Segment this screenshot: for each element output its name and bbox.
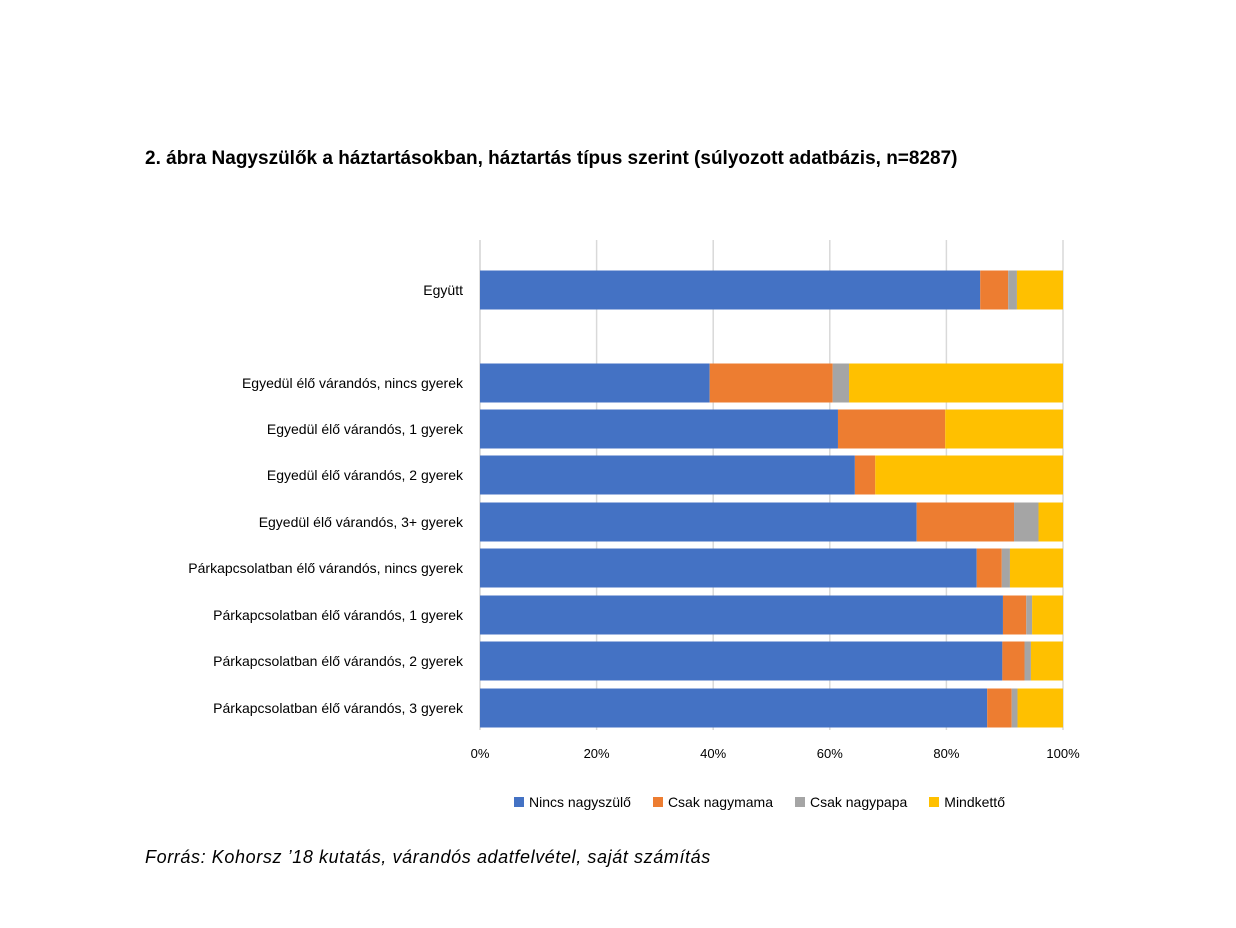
legend-label: Csak nagypapa xyxy=(809,794,908,810)
legend-item: Nincs nagyszülő xyxy=(514,794,631,810)
bar-segment xyxy=(849,363,1063,403)
bar-segment xyxy=(980,270,1009,310)
bar-segment xyxy=(1011,688,1018,728)
x-tick-label: 20% xyxy=(584,746,610,761)
bar-segment xyxy=(1014,502,1039,542)
x-axis-ticks: 0% 20% 40% 60% 80% 100% xyxy=(471,746,1080,761)
bar-segment xyxy=(1008,270,1017,310)
bar-segment xyxy=(480,409,838,449)
bar-segment xyxy=(854,455,876,495)
source-note: Forrás: Kohorsz ’18 kutatás, várandós ad… xyxy=(145,847,711,867)
legend-swatch xyxy=(514,797,524,807)
category-label: Párkapcsolatban élő várandós, 2 gyerek xyxy=(213,653,464,669)
bar-segment xyxy=(1026,595,1033,635)
legend-label: Mindkettő xyxy=(944,794,1005,810)
bar-segment xyxy=(945,409,1063,449)
bar-segment xyxy=(480,548,977,588)
bar-segment xyxy=(480,502,917,542)
legend-item: Csak nagymama xyxy=(652,794,773,810)
legend-swatch xyxy=(652,797,663,807)
x-tick-label: 100% xyxy=(1046,746,1080,761)
chart-title: 2. ábra Nagyszülők a háztartásokban, ház… xyxy=(145,148,958,169)
bar-segment xyxy=(480,688,988,728)
bar-segment xyxy=(1038,502,1063,542)
bar-segment xyxy=(1017,688,1063,728)
bar-segment xyxy=(480,595,1003,635)
category-label: Párkapcsolatban élő várandós, 3 gyerek xyxy=(213,700,464,716)
category-label: Egyedül élő várandós, 1 gyerek xyxy=(267,421,464,437)
legend-swatch xyxy=(794,797,805,807)
bar-segment xyxy=(1030,641,1063,681)
bar-segment xyxy=(709,363,833,403)
category-label: Párkapcsolatban élő várandós, 1 gyerek xyxy=(213,607,464,623)
bar-segment xyxy=(480,455,855,495)
category-label: Együtt xyxy=(423,282,463,298)
bar-segment xyxy=(916,502,1015,542)
bar-segment xyxy=(480,363,710,403)
bar-segment xyxy=(837,409,946,449)
bar-segment xyxy=(1002,595,1027,635)
category-label: Párkapcsolatban élő várandós, nincs gyer… xyxy=(188,560,464,576)
bar-segment xyxy=(1016,270,1063,310)
bars xyxy=(480,270,1063,728)
bar-segment xyxy=(1032,595,1063,635)
chart-legend: Nincs nagyszülő Csak nagymama Csak nagyp… xyxy=(514,794,1005,810)
legend-label: Nincs nagyszülő xyxy=(529,794,631,810)
bar-segment xyxy=(875,455,1063,495)
bar-segment xyxy=(976,548,1002,588)
category-label: Egyedül élő várandós, 2 gyerek xyxy=(267,467,464,483)
bar-segment xyxy=(1009,548,1063,588)
legend-swatch xyxy=(929,797,940,807)
bar-segment xyxy=(987,688,1012,728)
bar-segment xyxy=(832,363,850,403)
bar-segment xyxy=(1001,548,1010,588)
bar-segment xyxy=(1002,641,1025,681)
x-tick-label: 60% xyxy=(817,746,843,761)
bar-segment xyxy=(480,270,981,310)
category-label: Egyedül élő várandós, nincs gyerek xyxy=(242,375,464,391)
legend-label: Csak nagymama xyxy=(667,794,773,810)
x-tick-label: 80% xyxy=(933,746,959,761)
bar-segment xyxy=(480,641,1003,681)
legend-item: Mindkettő xyxy=(929,794,1005,810)
category-label: Egyedül élő várandós, 3+ gyerek xyxy=(259,514,464,530)
bar-segment xyxy=(1024,641,1031,681)
category-labels: Együtt Egyedül élő várandós, nincs gyerek… xyxy=(188,282,464,716)
legend-item: Csak nagypapa xyxy=(794,794,908,810)
x-tick-label: 40% xyxy=(700,746,726,761)
x-tick-label: 0% xyxy=(471,746,490,761)
